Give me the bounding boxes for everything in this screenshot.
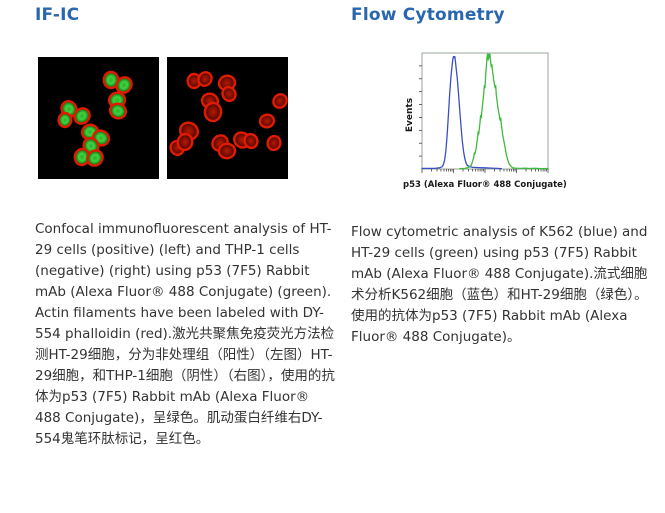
product-validation-section: IF-IC Confocal immunofluorescent analysi… (35, 5, 655, 450)
flow-histogram-plot (419, 52, 549, 173)
flow-y-axis-label: Events (405, 97, 415, 132)
flow-cytometry-heading[interactable]: Flow Cytometry (351, 5, 505, 25)
confocal-figure (38, 57, 337, 179)
flow-cytometry-figure: Events p53 (Alexa Fluor® 488 Conjugate) (403, 52, 567, 190)
if-ic-heading[interactable]: IF-IC (35, 5, 80, 25)
if-ic-caption: Confocal immunofluorescent analysis of H… (35, 221, 335, 447)
ht29-positive-micrograph (38, 57, 159, 179)
flow-caption: Flow cytometric analysis of K562 (blue) … (351, 224, 648, 345)
thp1-negative-micrograph (167, 57, 288, 179)
flow-plot-row: Events (403, 52, 550, 177)
if-ic-column: IF-IC Confocal immunofluorescent analysi… (35, 5, 337, 450)
flow-cytometry-column: Flow Cytometry Events p53 (Alexa Fluor® … (351, 5, 655, 450)
flow-x-axis-label: p53 (Alexa Fluor® 488 Conjugate) (403, 180, 567, 190)
